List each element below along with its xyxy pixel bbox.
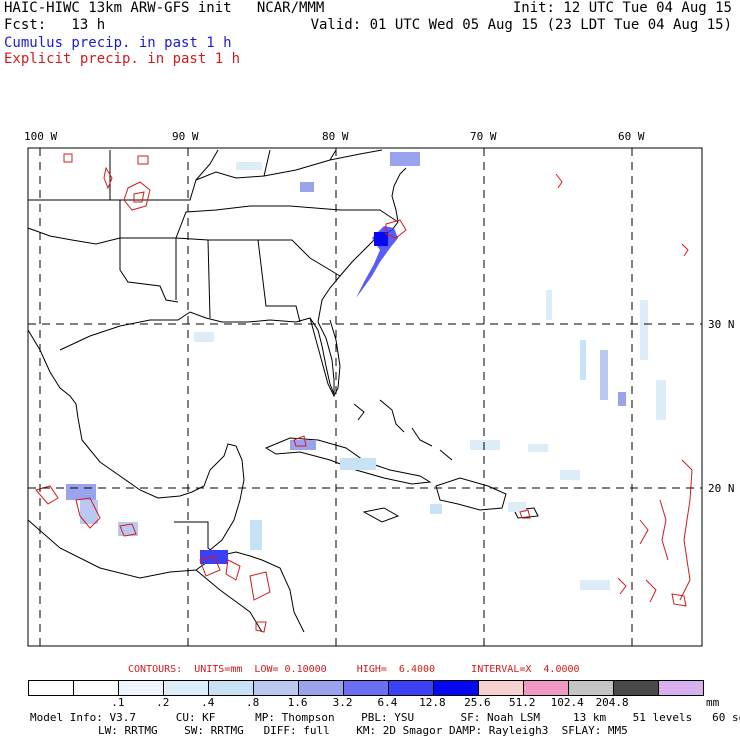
colorbar-cell [164,681,209,695]
lon-label-90w: 90 W [172,130,199,143]
colorbar-label: 3.2 [332,696,353,709]
lon-label-80w: 80 W [322,130,349,143]
lat-label-30n: 30 N [708,318,735,331]
colorbar-label: .1 [111,696,125,709]
colorbar-label: 1.6 [287,696,308,709]
init-time: Init: 12 UTC Tue 04 Aug 15 [512,0,732,16]
colorbar-label: .2 [156,696,170,709]
valid-time: Valid: 01 UTC Wed 05 Aug 15 (23 LDT Tue … [310,17,732,33]
colorbar-cell [479,681,524,695]
colorbar-label: .8 [246,696,260,709]
colorbar-label: 12.8 [419,696,446,709]
latlon-grid [28,148,702,646]
colorbar-cell [614,681,659,695]
colorbar-cell [659,681,703,695]
lon-label-60w: 60 W [618,130,645,143]
legend-explicit: Explicit precip. in past 1 h [4,51,241,67]
lon-label-100w: 100 W [24,130,57,143]
lat-label-20n: 20 N [708,482,735,495]
colorbar-label: 6.4 [377,696,398,709]
colorbar-cell [74,681,119,695]
forecast-hour: Fcst: 13 h [4,17,106,33]
colorbar-cell [344,681,389,695]
colorbar-label: 204.8 [595,696,629,709]
colorbar-label: 51.2 [509,696,536,709]
colorbar-label: 25.6 [464,696,491,709]
colorbar-cell [254,681,299,695]
colorbar-unit: mm [706,696,720,709]
colorbar-cell [209,681,254,695]
colorbar-cell [569,681,614,695]
precip-map: 100 W 90 W 80 W 70 W 60 W 30 N 20 N [24,130,735,647]
coastlines [27,149,539,633]
colorbar-cell [119,681,164,695]
colorbar-cell [389,681,434,695]
colorbar-cell [29,681,74,695]
colorbar [28,680,704,696]
colorbar-cell [434,681,479,695]
colorbar-label: 102.4 [550,696,584,709]
explicit-precip [35,153,693,633]
model-info-line2: LW: RRTMG SW: RRTMG DIFF: full KM: 2D Sm… [98,724,628,737]
model-info-line1: Model Info: V3.7 CU: KF MP: Thompson PBL… [30,711,740,724]
lon-label-70w: 70 W [470,130,497,143]
contour-info: CONTOURS: UNITS=mm LOW= 0.10000 HIGH= 6.… [128,664,580,675]
map-frame [27,147,703,647]
map-content [27,147,703,647]
colorbar-cell [524,681,569,695]
map-title: HAIC-HIWC 13km ARW-GFS init NCAR/MMM [4,0,325,16]
colorbar-labels: .1 .2 .4 .8 1.6 3.2 6.4 12.8 25.6 51.2 102.4 204.8 [28,696,702,710]
legend-cumulus: Cumulus precip. in past 1 h [4,35,232,51]
cumulus-precip [66,152,666,590]
colorbar-cell [299,681,344,695]
colorbar-label: .4 [201,696,215,709]
